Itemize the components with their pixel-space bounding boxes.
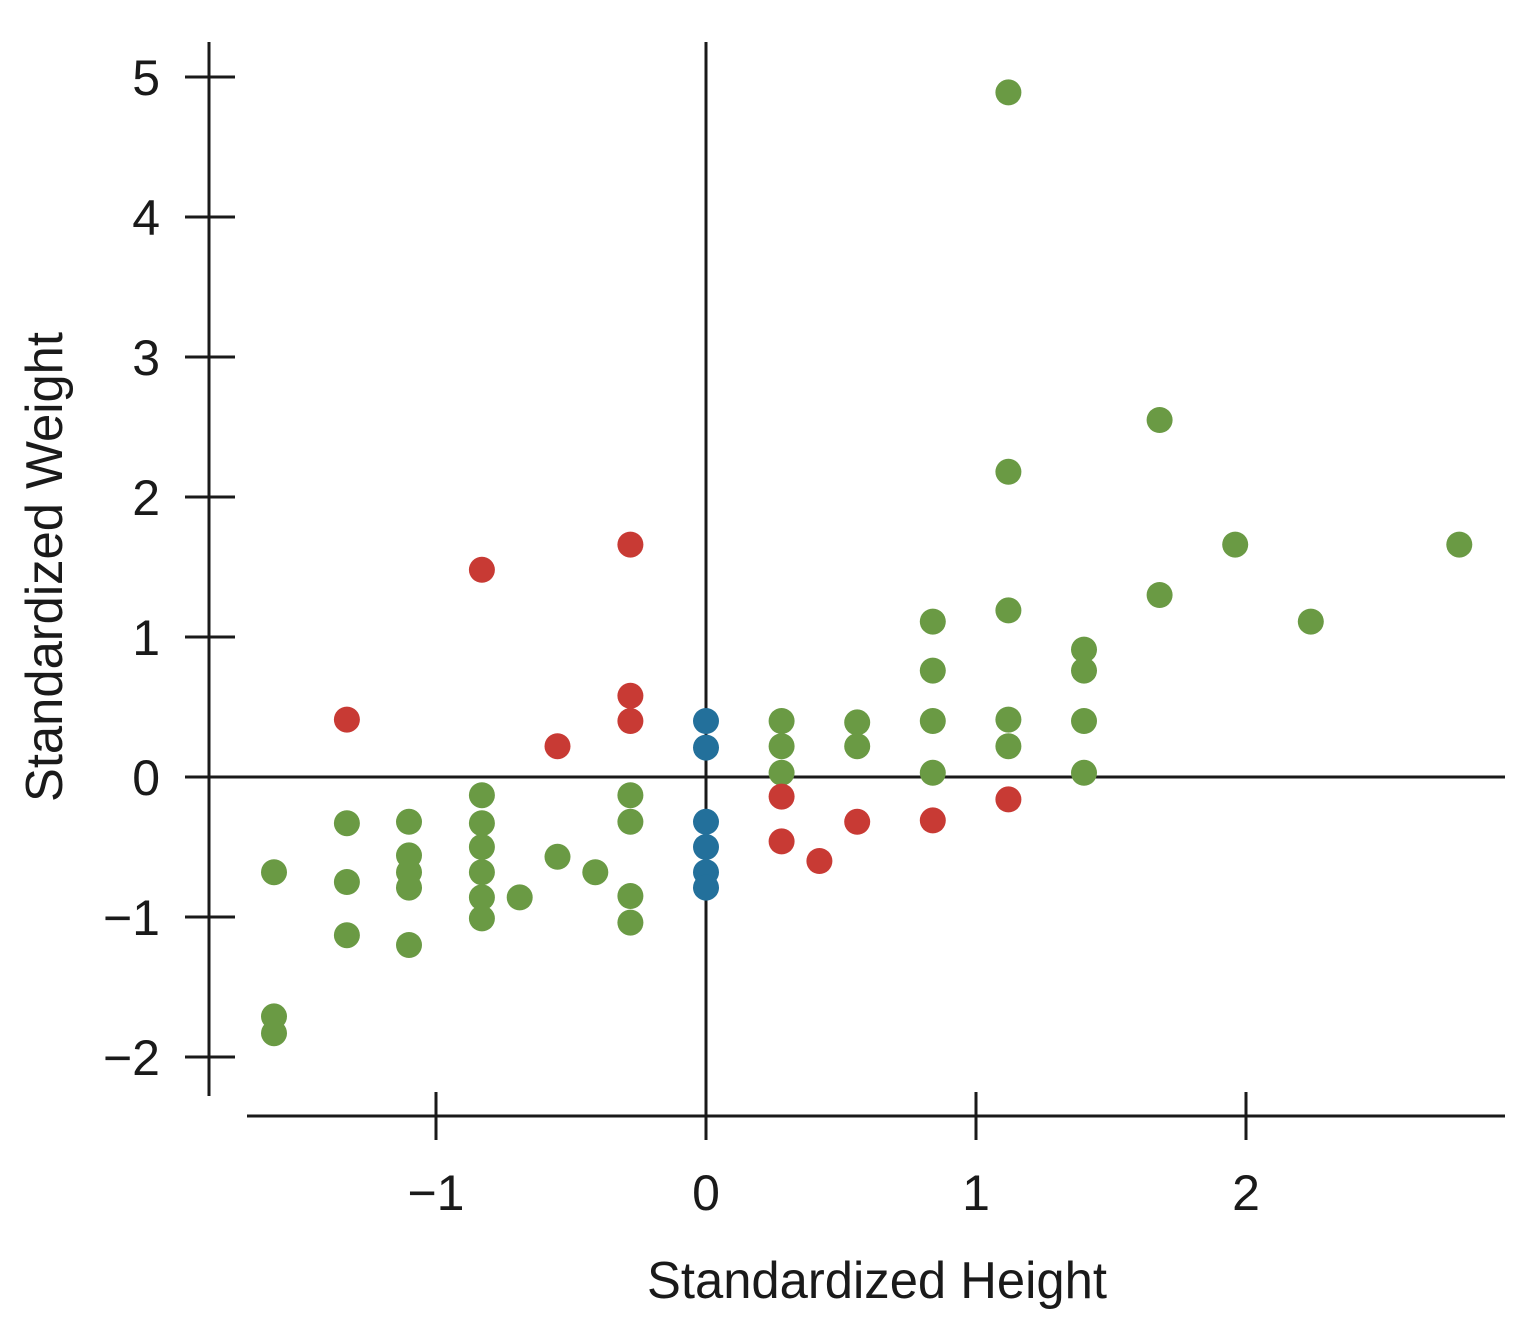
- data-point-green: [995, 733, 1022, 760]
- data-point-green: [844, 733, 871, 760]
- data-point-green: [617, 808, 644, 835]
- data-point-green: [468, 884, 495, 911]
- data-point-red: [995, 786, 1022, 813]
- y-axis-title: Standardized Weight: [16, 331, 74, 802]
- data-point-green: [617, 782, 644, 809]
- data-point-green: [396, 932, 422, 958]
- y-tick-label: 0: [132, 750, 160, 806]
- data-point-red: [333, 706, 360, 733]
- data-point-red: [768, 783, 795, 810]
- data-points: [261, 79, 1473, 1047]
- data-point-red: [468, 556, 495, 583]
- x-axis-ticks: −1 0 1 2: [407, 1092, 1260, 1221]
- data-point-green: [468, 782, 495, 809]
- y-tick-label: 4: [132, 190, 160, 246]
- data-point-red: [806, 848, 833, 874]
- data-point-red: [768, 828, 795, 855]
- data-point-green: [768, 759, 795, 786]
- data-point-green: [333, 922, 360, 949]
- data-point-blue: [693, 874, 719, 901]
- data-point-green: [468, 834, 495, 860]
- data-point-green: [468, 810, 495, 837]
- data-point-green: [919, 708, 946, 734]
- data-point-green: [396, 874, 422, 901]
- data-point-green: [396, 808, 422, 835]
- data-point-green: [844, 709, 871, 736]
- data-point-red: [544, 733, 571, 760]
- data-point-green: [1071, 708, 1097, 734]
- data-point-green: [1222, 531, 1249, 558]
- data-point-blue: [693, 808, 719, 835]
- y-tick-label: 3: [132, 330, 160, 386]
- data-point-blue: [693, 834, 719, 860]
- data-point-green: [261, 1020, 287, 1047]
- data-point-green: [468, 905, 495, 932]
- data-point-blue: [693, 734, 719, 761]
- data-point-red: [919, 807, 946, 834]
- data-point-green: [617, 883, 644, 909]
- y-axis-ticks: −2 −1 0 1 2 3 4 5: [103, 50, 235, 1086]
- data-point-green: [995, 79, 1022, 106]
- data-point-green: [1146, 407, 1173, 433]
- data-point-green: [768, 708, 795, 734]
- data-point-green: [333, 869, 360, 895]
- y-tick-label: −2: [103, 1030, 160, 1086]
- data-point-green: [333, 810, 360, 837]
- data-point-green: [1146, 582, 1173, 608]
- x-tick-label: 1: [962, 1165, 990, 1221]
- y-tick-label: 5: [132, 50, 160, 106]
- data-point-red: [617, 531, 644, 558]
- x-axis-title: Standardized Height: [647, 1252, 1108, 1310]
- data-point-green: [468, 859, 495, 886]
- data-point-green: [1071, 636, 1097, 663]
- data-point-green: [261, 859, 287, 886]
- data-point-green: [768, 733, 795, 760]
- y-tick-label: −1: [103, 890, 160, 946]
- data-point-red: [617, 708, 644, 734]
- data-point-green: [995, 458, 1022, 485]
- y-tick-label: 1: [132, 610, 160, 666]
- data-point-green: [919, 759, 946, 786]
- data-point-green: [1071, 759, 1097, 786]
- data-point-red: [617, 682, 644, 709]
- x-tick-label: −1: [407, 1165, 464, 1221]
- data-point-green: [582, 859, 609, 886]
- data-point-blue: [693, 708, 719, 734]
- data-point-green: [995, 706, 1022, 733]
- data-point-green: [1071, 657, 1097, 684]
- data-point-green: [544, 843, 571, 870]
- data-point-green: [995, 597, 1022, 624]
- x-tick-label: 2: [1232, 1165, 1260, 1221]
- data-point-green: [919, 608, 946, 635]
- data-point-green: [617, 909, 644, 936]
- data-point-red: [844, 808, 871, 835]
- data-point-green: [1446, 531, 1473, 558]
- x-tick-label: 0: [692, 1165, 720, 1221]
- data-point-green: [506, 884, 533, 911]
- y-tick-label: 2: [132, 470, 160, 526]
- data-point-green: [919, 657, 946, 684]
- data-point-green: [1297, 608, 1324, 635]
